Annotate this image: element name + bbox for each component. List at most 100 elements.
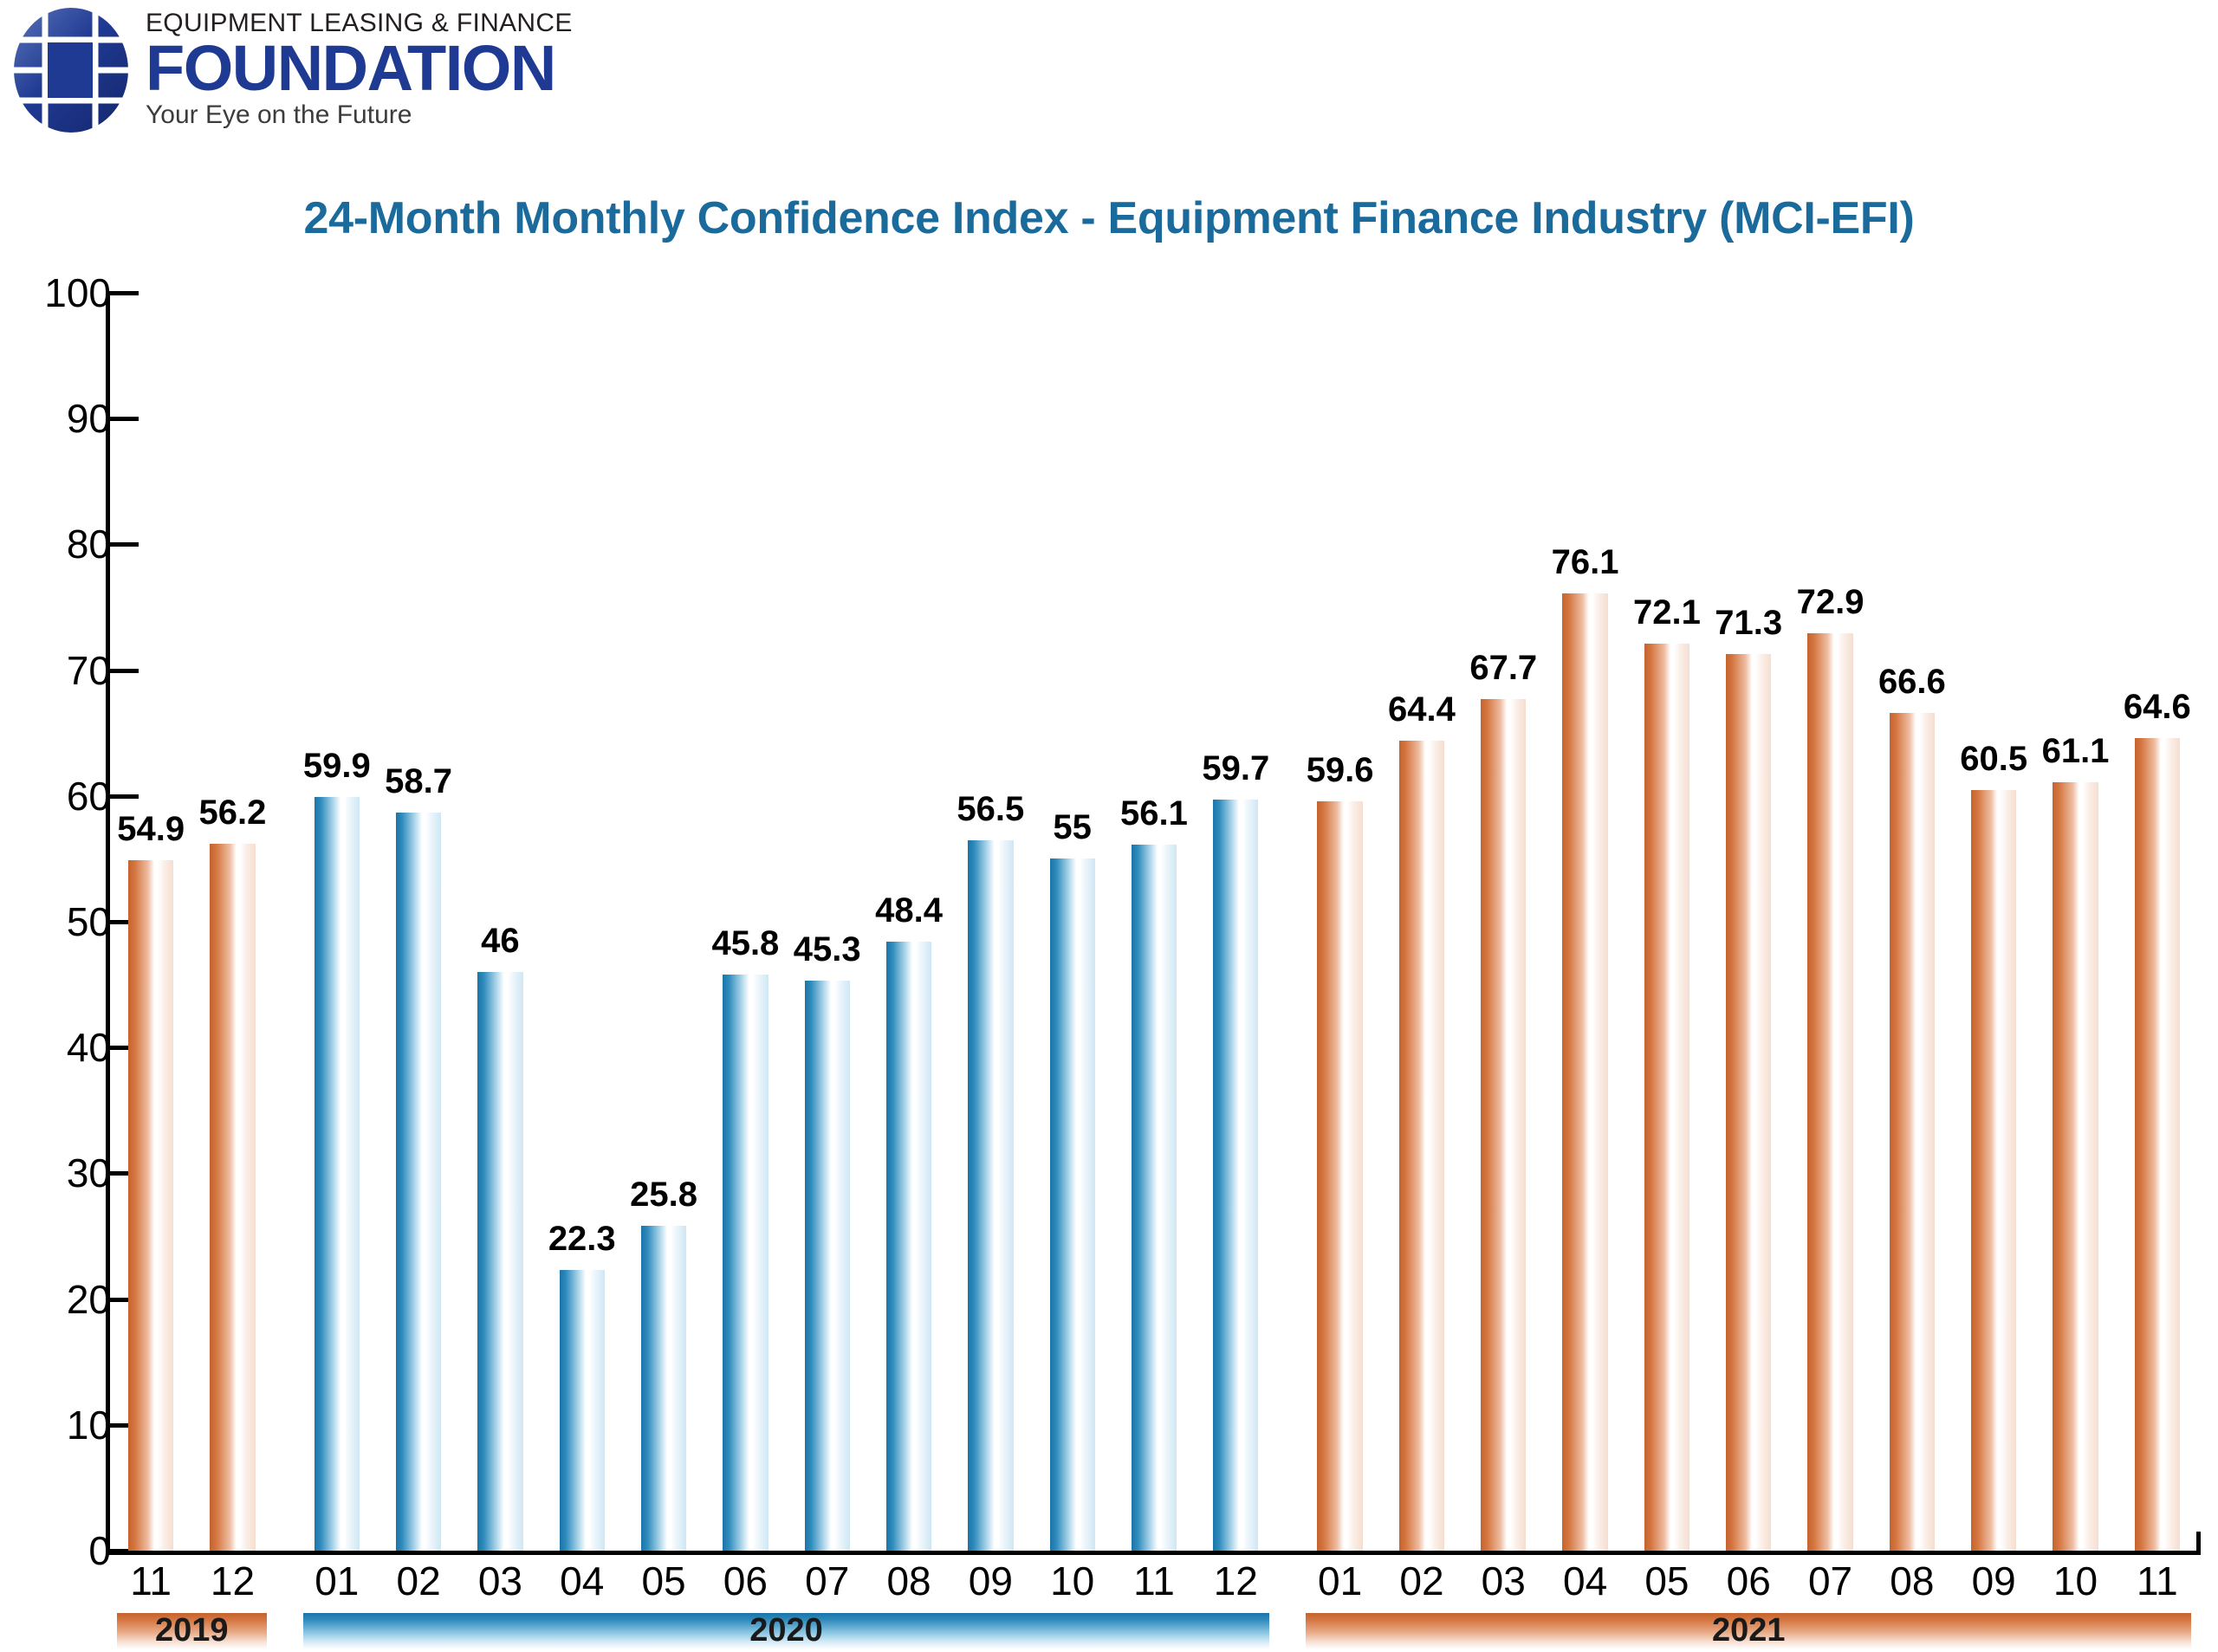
y-tick-label-40: 40	[66, 1025, 111, 1071]
month-label-24: 11	[2136, 1558, 2178, 1603]
y-tick-50	[106, 920, 139, 924]
month-label-19: 06	[1726, 1558, 1771, 1603]
bar-19[interactable]	[1726, 653, 1772, 1551]
bar-2[interactable]	[314, 797, 360, 1551]
y-tick-label-0: 0	[88, 1528, 111, 1573]
bar-10[interactable]	[968, 839, 1014, 1551]
year-band-2021: 2021	[1306, 1613, 2191, 1649]
bar-value-label-13: 59.7	[1202, 749, 1270, 788]
bar-value-label-19: 71.3	[1715, 603, 1783, 642]
bar-value-label-4: 46	[481, 922, 520, 961]
bar-21[interactable]	[1889, 712, 1936, 1551]
bar-13[interactable]	[1213, 800, 1259, 1551]
bar-value-label-3: 58.7	[385, 761, 453, 800]
y-tick-label-30: 30	[66, 1150, 111, 1196]
month-label-5: 04	[560, 1558, 605, 1603]
month-label-4: 03	[477, 1558, 522, 1603]
month-label-13: 12	[1213, 1558, 1258, 1603]
chart-title: 24-Month Monthly Confidence Index - Equi…	[303, 193, 1915, 243]
y-tick-label-90: 90	[66, 396, 111, 442]
month-label-1: 12	[210, 1558, 256, 1603]
y-tick-80	[106, 542, 139, 547]
y-tick-30	[106, 1171, 139, 1176]
bar-4[interactable]	[477, 972, 523, 1551]
y-tick-0	[106, 1549, 139, 1553]
bar-14[interactable]	[1317, 800, 1363, 1551]
bar-0[interactable]	[127, 859, 174, 1551]
y-tick-label-20: 20	[66, 1276, 111, 1322]
y-tick-label-10: 10	[66, 1402, 111, 1448]
bar-value-label-16: 67.7	[1469, 648, 1538, 687]
year-band-2019: 2019	[117, 1613, 267, 1649]
x-axis-line	[106, 1551, 2201, 1555]
bar-value-label-5: 22.3	[548, 1220, 616, 1259]
bar-8[interactable]	[804, 981, 850, 1551]
x-axis-end-tick	[2196, 1532, 2201, 1555]
month-label-10: 09	[968, 1558, 1013, 1603]
month-label-8: 07	[805, 1558, 850, 1603]
bar-6[interactable]	[640, 1226, 687, 1551]
bar-value-label-12: 56.1	[1120, 794, 1188, 833]
y-tick-40	[106, 1046, 139, 1051]
bar-20[interactable]	[1807, 633, 1853, 1551]
y-tick-70	[106, 668, 139, 673]
year-band-2020: 2020	[302, 1612, 1270, 1649]
month-label-23: 10	[2053, 1558, 2098, 1603]
bar-value-label-20: 72.9	[1796, 583, 1865, 622]
y-tick-90	[106, 417, 139, 422]
y-tick-label-80: 80	[66, 522, 111, 567]
y-tick-100	[106, 291, 139, 295]
bar-value-label-9: 48.4	[875, 891, 943, 930]
logo-tagline: Your Eye on the Future	[146, 100, 412, 129]
month-label-7: 06	[723, 1558, 768, 1603]
y-tick-label-100: 100	[44, 270, 111, 315]
bar-value-label-21: 66.6	[1878, 662, 1946, 701]
month-label-3: 02	[396, 1558, 441, 1603]
month-label-0: 11	[130, 1558, 172, 1603]
month-label-14: 01	[1318, 1558, 1363, 1603]
bar-value-label-22: 60.5	[1960, 739, 2028, 778]
month-label-11: 10	[1050, 1558, 1095, 1603]
month-label-17: 04	[1563, 1558, 1608, 1603]
bar-value-label-14: 59.6	[1306, 750, 1374, 789]
bar-value-label-11: 55	[1053, 808, 1092, 847]
y-tick-60	[106, 794, 139, 799]
month-label-15: 02	[1399, 1558, 1444, 1603]
month-label-20: 07	[1807, 1558, 1853, 1603]
month-label-16: 03	[1481, 1558, 1526, 1603]
bar-value-label-8: 45.3	[793, 930, 861, 969]
bar-18[interactable]	[1644, 644, 1690, 1551]
y-tick-label-60: 60	[66, 773, 111, 819]
bar-value-label-7: 45.8	[711, 923, 780, 962]
month-label-12: 11	[1133, 1558, 1175, 1603]
bar-24[interactable]	[2134, 738, 2180, 1551]
year-band-label-2020: 2020	[749, 1612, 823, 1649]
month-label-18: 05	[1644, 1558, 1689, 1603]
bar-value-label-17: 76.1	[1551, 543, 1619, 582]
bar-value-label-24: 64.6	[2123, 688, 2191, 726]
bar-17[interactable]	[1562, 593, 1608, 1551]
logo-line-2: FOUNDATION	[146, 32, 556, 104]
bar-value-label-2: 59.9	[302, 747, 371, 786]
bar-5[interactable]	[559, 1270, 605, 1551]
bar-7[interactable]	[723, 974, 769, 1551]
month-label-21: 08	[1890, 1558, 1935, 1603]
bar-11[interactable]	[1049, 858, 1095, 1551]
month-label-2: 01	[315, 1558, 360, 1603]
bar-12[interactable]	[1131, 845, 1177, 1551]
bar-23[interactable]	[2053, 781, 2098, 1551]
bar-1[interactable]	[210, 843, 256, 1551]
bar-value-label-23: 61.1	[2041, 731, 2110, 770]
bar-22[interactable]	[1971, 789, 2017, 1551]
year-band-label-2019: 2019	[155, 1612, 229, 1649]
month-label-9: 08	[886, 1558, 931, 1603]
bar-3[interactable]	[395, 812, 442, 1551]
bar-value-label-18: 72.1	[1632, 593, 1701, 632]
bar-16[interactable]	[1481, 698, 1527, 1551]
bar-15[interactable]	[1398, 740, 1445, 1551]
bar-9[interactable]	[885, 942, 932, 1551]
bar-value-label-15: 64.4	[1388, 690, 1456, 729]
y-tick-label-70: 70	[66, 647, 111, 693]
month-label-6: 05	[641, 1558, 686, 1603]
bar-value-label-10: 56.5	[957, 789, 1025, 828]
